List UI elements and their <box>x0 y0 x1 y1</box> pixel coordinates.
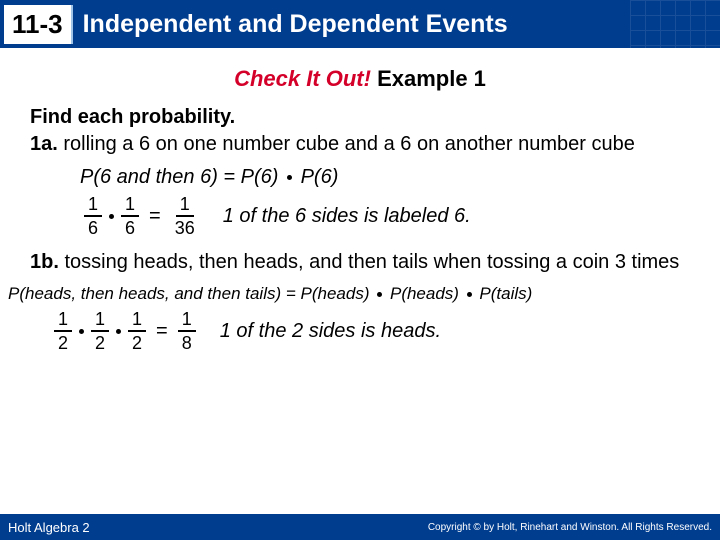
fraction-1b-result: 1 8 <box>178 310 196 352</box>
instruction-text: Find each probability. <box>30 106 690 129</box>
fraction-1a-result: 1 36 <box>171 195 199 237</box>
header-bar: 11-3 Independent and Dependent Events <box>0 0 720 48</box>
problem-1a-text: rolling a 6 on one number cube and a 6 o… <box>58 133 635 155</box>
subtitle-black: Example 1 <box>371 66 486 91</box>
dot-icon <box>79 329 84 334</box>
subtitle-red: Check It Out! <box>234 66 371 91</box>
dot-icon <box>109 214 114 219</box>
problem-1a: 1a. rolling a 6 on one number cube and a… <box>30 133 690 156</box>
fraction-1a-1: 1 6 <box>84 195 102 237</box>
equals-sign: = <box>156 320 168 343</box>
footer-copyright: Copyright © by Holt, Rinehart and Winsto… <box>428 522 712 533</box>
equation-1b: 1 2 1 2 1 2 = 1 8 1 of the 2 sides is he… <box>50 310 720 352</box>
header-title: Independent and Dependent Events <box>83 10 508 39</box>
fraction-1b-2: 1 2 <box>91 310 109 352</box>
fraction-1a-2: 1 6 <box>121 195 139 237</box>
explain-1b: 1 of the 2 sides is heads. <box>220 320 441 343</box>
footer-left: Holt Algebra 2 <box>8 520 90 535</box>
equals-sign: = <box>149 205 161 228</box>
problem-1b-label: 1b. <box>30 251 59 273</box>
equation-1a: 1 6 1 6 = 1 36 1 of the 6 sides is label… <box>80 195 690 237</box>
footer-bar: Holt Algebra 2 Copyright © by Holt, Rine… <box>0 514 720 540</box>
fraction-1b-1: 1 2 <box>54 310 72 352</box>
dot-icon <box>116 329 121 334</box>
content-area: Find each probability. 1a. rolling a 6 o… <box>0 92 720 274</box>
problem-1a-label: 1a. <box>30 133 58 155</box>
problem-1b: 1b. tossing heads, then heads, and then … <box>30 251 690 274</box>
explain-1a: 1 of the 6 sides is labeled 6. <box>223 205 471 228</box>
fraction-1b-3: 1 2 <box>128 310 146 352</box>
header-grid-decoration <box>630 0 720 48</box>
formula-1a: P(6 and then 6) = P(6) P(6) <box>80 166 690 189</box>
chapter-number: 11-3 <box>4 5 73 44</box>
formula-1b: P(heads, then heads, and then tails) = P… <box>0 284 720 304</box>
problem-1b-text: tossing heads, then heads, and then tail… <box>59 251 679 273</box>
subtitle: Check It Out! Example 1 <box>0 66 720 92</box>
